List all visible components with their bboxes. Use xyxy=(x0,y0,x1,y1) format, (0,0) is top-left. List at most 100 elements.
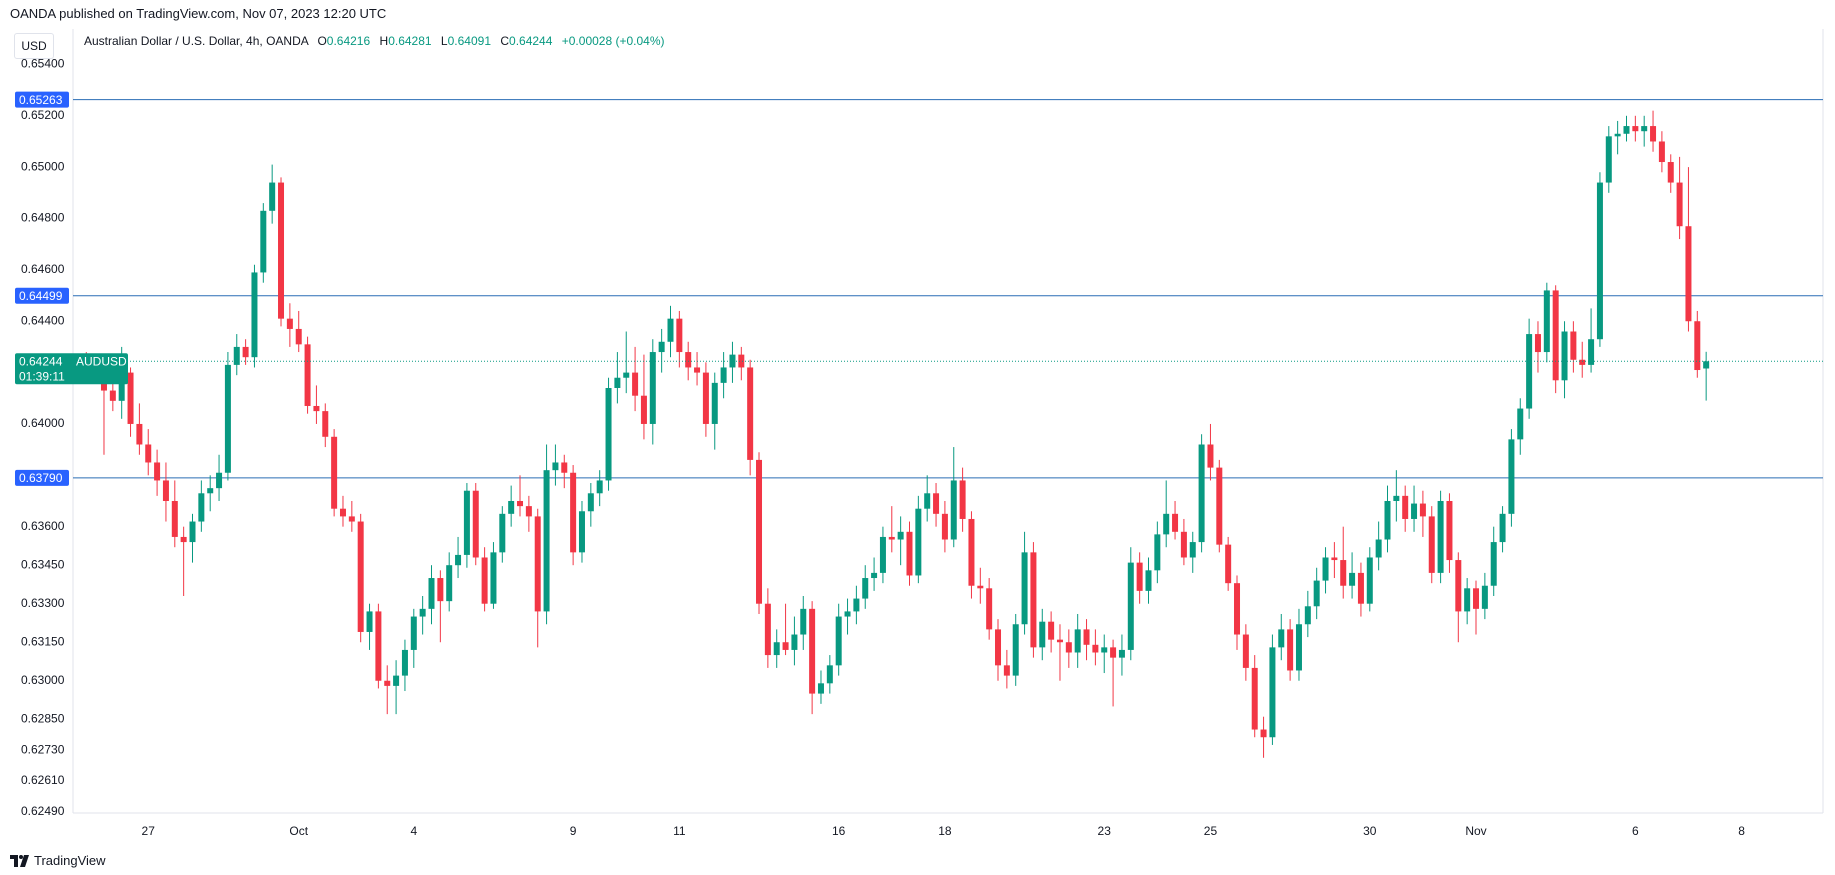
candle-body xyxy=(897,531,904,540)
candle-body xyxy=(1552,290,1559,381)
candle-body xyxy=(1588,339,1595,365)
candle-body xyxy=(649,352,656,424)
brand-icon xyxy=(10,854,29,867)
x-tick-label: 6 xyxy=(1632,824,1639,838)
candle-body xyxy=(1596,182,1603,340)
price-line-label: 0.65263 xyxy=(19,93,63,107)
candle-body xyxy=(1694,321,1701,371)
x-tick-label: 16 xyxy=(832,824,846,838)
candle-body xyxy=(879,536,886,573)
candle-body xyxy=(1003,665,1010,676)
candle-body xyxy=(1295,624,1302,671)
x-tick-label: 8 xyxy=(1738,824,1745,838)
candle-body xyxy=(419,608,426,617)
candle-body xyxy=(1260,729,1267,738)
legend: Australian Dollar / U.S. Dollar, 4h, OAN… xyxy=(84,34,665,48)
candle-body xyxy=(1641,126,1648,132)
candle-body xyxy=(1658,141,1665,163)
candle-body xyxy=(791,634,798,650)
header: OANDA published on TradingView.com, Nov … xyxy=(10,6,387,21)
candle-body xyxy=(1349,572,1356,586)
candle-body xyxy=(561,462,568,473)
candle-body xyxy=(738,354,745,368)
candle-body xyxy=(809,608,816,694)
candle-body xyxy=(1269,647,1276,738)
y-tick-label: 0.64400 xyxy=(21,313,65,327)
candle-body xyxy=(1543,290,1550,353)
candle-body xyxy=(1526,334,1533,409)
price-line-label: 0.63790 xyxy=(19,471,63,485)
y-tick-label: 0.64000 xyxy=(21,416,65,430)
legend-value: 0.64091 xyxy=(447,34,491,48)
legend-key: O xyxy=(317,34,327,48)
candle-body xyxy=(587,493,594,512)
candle-body xyxy=(1534,334,1541,353)
y-tick-label: 0.63150 xyxy=(21,634,65,648)
candle-body xyxy=(1313,580,1320,607)
candle-body xyxy=(968,518,975,586)
candle-body xyxy=(1614,133,1621,137)
candle-body xyxy=(986,588,993,630)
candle-body xyxy=(1189,542,1196,558)
currency-button[interactable]: USD xyxy=(14,33,54,59)
candle-body xyxy=(384,680,391,686)
x-tick-label: 11 xyxy=(673,824,686,838)
legend-value: 0.64281 xyxy=(388,34,432,48)
price-line-label-box xyxy=(15,469,69,486)
legend-title: Australian Dollar / U.S. Dollar, 4h, OAN… xyxy=(84,34,309,48)
candle-body xyxy=(428,578,435,609)
candle-body xyxy=(331,436,338,509)
y-tick-label: 0.65200 xyxy=(21,108,65,122)
candle-body xyxy=(1579,359,1586,365)
x-tick-label: 18 xyxy=(938,824,952,838)
candle-body xyxy=(286,318,293,329)
candle-body xyxy=(1384,500,1391,540)
y-tick-label: 0.63300 xyxy=(21,596,65,610)
candle-body xyxy=(1304,606,1311,625)
y-tick-label: 0.64800 xyxy=(21,211,65,225)
candle-body xyxy=(1676,182,1683,227)
candle-body xyxy=(640,395,647,424)
last-price-box xyxy=(15,353,128,385)
candle-body xyxy=(1030,552,1037,648)
x-tick-label: 23 xyxy=(1098,824,1112,838)
brand[interactable]: TradingView xyxy=(10,853,106,868)
candle-body xyxy=(667,318,674,342)
candle-body xyxy=(1278,629,1285,648)
candle-body xyxy=(446,565,453,602)
candle-body xyxy=(1118,649,1125,658)
x-tick-label: 4 xyxy=(410,824,417,838)
candle-body xyxy=(499,513,506,553)
candle-body xyxy=(437,578,444,602)
last-price-label: 0.64244 xyxy=(19,354,63,368)
candle-body xyxy=(118,372,125,401)
candle-body xyxy=(154,462,161,481)
candle-body xyxy=(1650,126,1657,142)
y-tick-label: 0.62850 xyxy=(21,711,65,725)
symbol-tag: AUDUSD xyxy=(76,354,127,368)
candle-body xyxy=(1455,560,1462,612)
candle-body xyxy=(658,341,665,353)
candle-body xyxy=(1481,585,1488,609)
candle-body xyxy=(614,377,621,389)
candle-body xyxy=(1411,503,1418,519)
candle-body xyxy=(1605,136,1612,183)
candle-body xyxy=(711,382,718,424)
candle-body xyxy=(322,411,329,437)
candle-body xyxy=(455,554,462,566)
candle-body xyxy=(835,616,842,666)
candle-body xyxy=(1322,557,1329,581)
legend-key: C xyxy=(500,34,510,48)
candle-body xyxy=(490,552,497,604)
candle-body xyxy=(1198,444,1205,543)
candle-body xyxy=(543,470,550,612)
candle-body xyxy=(1419,503,1426,517)
candle-body xyxy=(817,683,824,694)
candle-body xyxy=(1163,513,1170,535)
candle-body xyxy=(826,665,833,684)
candle-body xyxy=(189,521,196,543)
x-tick-label: 9 xyxy=(570,824,577,838)
candle-body xyxy=(1242,634,1249,668)
candle-body xyxy=(1065,642,1072,653)
